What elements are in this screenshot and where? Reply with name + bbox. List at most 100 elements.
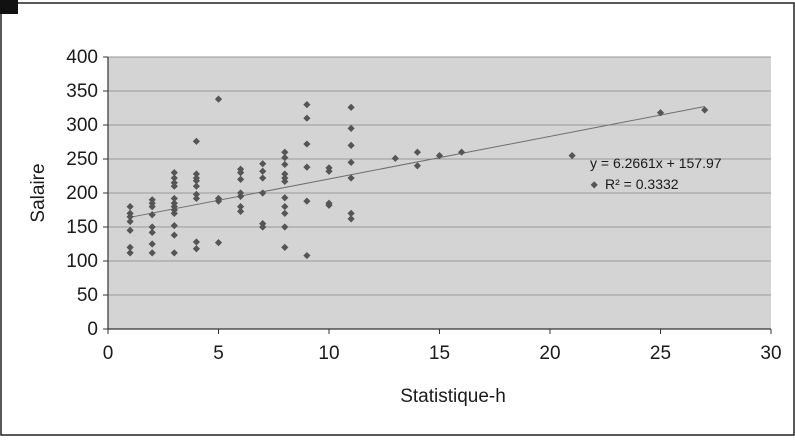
data-point <box>347 209 355 217</box>
data-point <box>259 167 267 175</box>
y-tick-label: 400 <box>66 47 98 68</box>
data-point <box>259 174 267 182</box>
data-point <box>192 194 200 203</box>
data-point <box>192 170 200 178</box>
data-point <box>413 148 421 156</box>
data-point <box>214 95 223 103</box>
data-point <box>148 203 156 211</box>
data-point <box>126 226 134 234</box>
data-point <box>148 223 156 231</box>
x-axis-title: Statistique-h <box>400 386 506 407</box>
corner-mark <box>0 0 18 14</box>
y-tick-labels: 0 50 100 150 200 250 300 350 400 <box>66 47 108 340</box>
data-point <box>347 158 355 166</box>
data-point <box>347 124 355 132</box>
data-point <box>701 106 709 114</box>
data-point <box>170 222 178 230</box>
data-point <box>192 190 200 198</box>
data-point <box>192 137 200 145</box>
data-point <box>170 249 178 257</box>
data-point <box>347 141 355 149</box>
trendline-path <box>130 106 705 218</box>
data-point <box>237 207 245 215</box>
r-squared-label: R² = 0.3332 <box>605 176 679 192</box>
data-points <box>126 95 709 260</box>
data-point <box>656 109 665 117</box>
data-point <box>126 203 134 211</box>
data-point <box>126 213 134 221</box>
data-point <box>170 182 178 190</box>
x-tick-label: 25 <box>650 343 671 364</box>
data-point <box>413 162 421 170</box>
data-point <box>192 177 200 185</box>
y-tick-label: 100 <box>66 251 98 272</box>
y-axis-title: Salaire <box>28 163 49 222</box>
data-point <box>303 251 311 260</box>
data-point <box>347 174 355 182</box>
y-tick-label: 200 <box>66 183 98 204</box>
data-point <box>237 175 245 183</box>
y-tick-label: 150 <box>66 217 98 238</box>
data-point <box>170 231 178 239</box>
data-point <box>391 154 399 162</box>
data-point <box>192 245 200 253</box>
y-tick-label: 0 <box>87 319 98 340</box>
data-point <box>347 215 355 223</box>
y-tick-label: 50 <box>77 285 98 306</box>
gridlines <box>108 56 771 296</box>
data-point <box>281 148 289 156</box>
data-point <box>281 203 289 211</box>
x-tick-label: 0 <box>103 343 114 364</box>
data-point <box>281 223 289 231</box>
trendline <box>130 106 705 218</box>
x-tick-label: 5 <box>213 343 224 364</box>
data-point <box>259 189 267 197</box>
data-point <box>303 140 311 148</box>
trendline-equation: y = 6.2661x + 157.97 <box>590 155 722 171</box>
data-point <box>126 243 134 251</box>
data-point <box>126 249 134 257</box>
y-tick-label: 350 <box>66 81 98 102</box>
y-tick-label: 250 <box>66 149 98 170</box>
data-point <box>590 181 598 189</box>
data-point <box>281 194 289 202</box>
x-tick-labels: 0 5 10 15 20 25 30 <box>103 329 782 364</box>
data-point <box>148 228 156 237</box>
data-point <box>281 170 289 178</box>
x-tick-label: 15 <box>429 343 450 364</box>
data-point <box>347 103 355 111</box>
data-point <box>281 209 289 217</box>
data-point <box>325 167 333 175</box>
data-point <box>435 152 444 160</box>
data-point <box>303 197 311 205</box>
y-tick-label: 300 <box>66 115 98 136</box>
data-point <box>237 169 245 177</box>
x-tick-label: 30 <box>760 343 781 364</box>
data-point <box>170 174 178 182</box>
x-tick-label: 10 <box>318 343 339 364</box>
data-point <box>259 223 267 231</box>
data-point <box>148 211 156 219</box>
data-point <box>281 243 289 251</box>
data-point <box>303 101 311 109</box>
data-point <box>214 239 223 247</box>
data-point <box>259 160 267 168</box>
data-point <box>214 197 223 205</box>
data-point <box>237 203 245 211</box>
data-point <box>148 240 156 248</box>
data-point <box>281 154 289 162</box>
data-point <box>303 114 311 122</box>
data-point <box>170 209 178 217</box>
data-point <box>325 201 333 209</box>
data-point <box>303 163 311 171</box>
data-point <box>281 177 289 186</box>
x-tick-label: 20 <box>539 343 560 364</box>
data-point <box>237 192 245 200</box>
data-point <box>568 152 576 160</box>
data-point <box>148 249 156 257</box>
data-point <box>281 160 289 169</box>
data-point <box>458 148 466 156</box>
data-point <box>192 238 200 246</box>
